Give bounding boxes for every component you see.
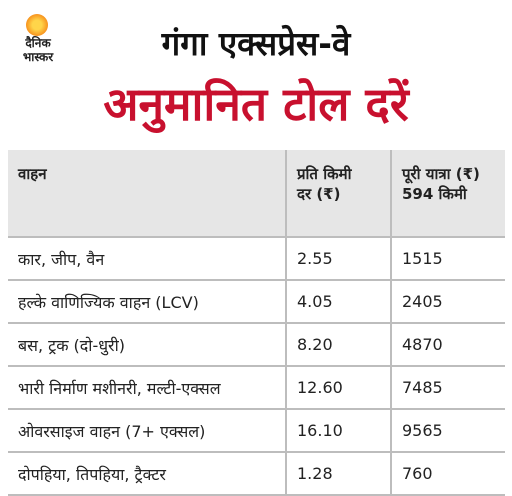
table-cell: 1.28 <box>285 452 391 496</box>
toll-table: वाहन प्रति किमी दर (₹) पूरी यात्रा (₹) 594 क… <box>8 150 505 496</box>
table-cell: 4870 <box>390 323 505 367</box>
table-row: दोपहिया, तिपहिया, ट्रैक्टर 1.28 760 <box>8 452 505 496</box>
table-cell: 2405 <box>390 280 505 324</box>
table-cell: 7485 <box>390 366 505 410</box>
header-line: दर (₹) <box>297 185 341 203</box>
title: गंगा एक्सप्रेस-वे <box>161 24 351 63</box>
header-cell: पूरी यात्रा (₹) 594 किमी <box>390 150 505 238</box>
table-cell: 12.60 <box>285 366 391 410</box>
logo: दैनिक भास्कर <box>10 12 66 68</box>
table-cell: कार, जीप, वैन <box>8 237 286 281</box>
header-line: वाहन <box>18 165 47 183</box>
header-line: प्रति किमी <box>297 165 352 183</box>
table-cell: 9565 <box>390 409 505 453</box>
table-cell: 4.05 <box>285 280 391 324</box>
table-cell: 2.55 <box>285 237 391 281</box>
table-row: भारी निर्माण मशीनरी, मल्टी-एक्सल 12.60 748… <box>8 366 505 410</box>
subtitle: अनुमानित टोल दरें <box>103 77 409 131</box>
table-row: बस, ट्रक (दो-धुरी) 8.20 4870 <box>8 323 505 367</box>
table-row: हल्के वाणिज्यिक वाहन (LCV) 4.05 2405 <box>8 280 505 324</box>
header-row: वाहन प्रति किमी दर (₹) पूरी यात्रा (₹) 594 क… <box>8 150 505 238</box>
table-cell: 8.20 <box>285 323 391 367</box>
table-cell: बस, ट्रक (दो-धुरी) <box>8 323 286 367</box>
table-cell: भारी निर्माण मशीनरी, मल्टी-एक्सल <box>8 366 286 410</box>
header-cell: वाहन <box>8 150 286 238</box>
table-cell: ओवरसाइज वाहन (7+ एक्सल) <box>8 409 286 453</box>
logo-sun <box>26 14 48 36</box>
logo-text: भास्कर <box>22 50 54 64</box>
table-cell: 1515 <box>390 237 505 281</box>
header-cell: प्रति किमी दर (₹) <box>285 150 391 238</box>
table-cell: दोपहिया, तिपहिया, ट्रैक्टर <box>8 452 286 496</box>
table-cell: हल्के वाणिज्यिक वाहन (LCV) <box>8 280 286 324</box>
table-cell: 16.10 <box>285 409 391 453</box>
table-cell: 760 <box>390 452 505 496</box>
table-row: कार, जीप, वैन 2.55 1515 <box>8 237 505 281</box>
header-line: पूरी यात्रा (₹) <box>402 165 480 183</box>
logo-text: दैनिक <box>25 36 51 50</box>
table-row: ओवरसाइज वाहन (7+ एक्सल) 16.10 9565 <box>8 409 505 453</box>
header-line: 594 किमी <box>402 185 467 203</box>
